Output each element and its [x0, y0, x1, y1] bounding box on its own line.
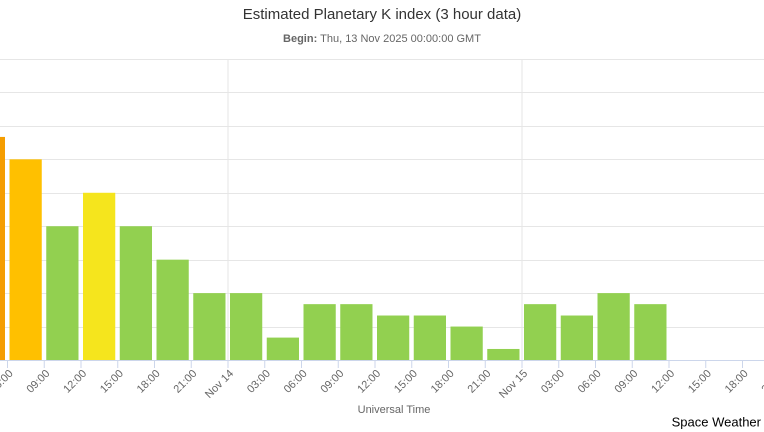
- subtitle-text: Thu, 13 Nov 2025 00:00:00 GMT: [320, 33, 481, 45]
- x-tick-label: Nov 15: [497, 368, 530, 401]
- x-tick-label: 18:00: [429, 368, 457, 396]
- x-tick-label: 03:00: [539, 368, 567, 396]
- bar: [634, 304, 667, 360]
- bar: [266, 337, 299, 360]
- chart-title: Estimated Planetary K index (3 hour data…: [243, 6, 521, 23]
- x-tick-label: 15:00: [392, 368, 420, 396]
- x-tick-label: 15:00: [98, 368, 126, 396]
- bar: [597, 293, 630, 360]
- x-tick-label: 06:00: [576, 368, 604, 396]
- bar: [524, 304, 557, 360]
- x-tick-label: 06:00: [0, 368, 16, 396]
- bar: [560, 315, 593, 360]
- x-tick-label: 09:00: [24, 368, 52, 396]
- chart-subtitle: Begin: Thu, 13 Nov 2025 00:00:00 GMT: [283, 33, 481, 45]
- x-axis-title: Universal Time: [358, 404, 431, 416]
- bar: [193, 293, 226, 360]
- x-tick-label: 21:00: [759, 368, 764, 396]
- x-tick-label: Nov 14: [203, 368, 236, 401]
- x-tick-label: 12:00: [355, 368, 383, 396]
- x-tick-label: 06:00: [282, 368, 310, 396]
- x-tick-label: 12:00: [61, 368, 89, 396]
- bar: [487, 348, 520, 360]
- bar: [46, 226, 79, 360]
- x-tick-label: 21:00: [465, 368, 493, 396]
- x-tick-label: 03:00: [245, 368, 273, 396]
- bar: [9, 159, 42, 360]
- credits: Space Weather: [672, 414, 762, 429]
- bar: [450, 326, 483, 360]
- x-tick-label: 09:00: [318, 368, 346, 396]
- bar: [377, 315, 410, 360]
- bar: [0, 136, 5, 360]
- bar: [413, 315, 446, 360]
- x-tick-label: 18:00: [723, 368, 751, 396]
- bar: [230, 293, 263, 360]
- x-tick-label: 15:00: [686, 368, 714, 396]
- x-tick-label: 21:00: [171, 368, 199, 396]
- bar: [340, 304, 373, 360]
- x-tick-label: 09:00: [612, 368, 640, 396]
- bar: [83, 192, 116, 360]
- bar: [303, 304, 336, 360]
- x-tick-label: 12:00: [649, 368, 677, 396]
- x-tick-label: 18:00: [135, 368, 163, 396]
- bar: [156, 259, 189, 360]
- subtitle-label: Begin:: [283, 33, 317, 45]
- bar: [119, 226, 152, 360]
